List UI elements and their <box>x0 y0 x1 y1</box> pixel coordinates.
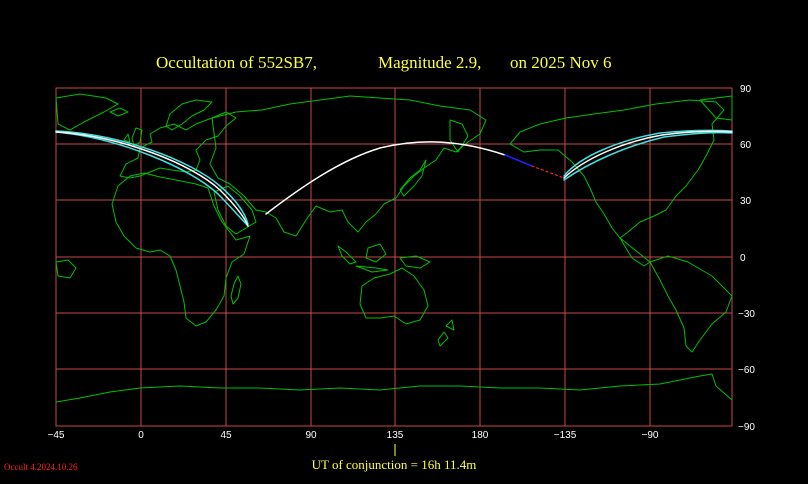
longitude-label: −45 <box>48 430 65 441</box>
latitude-label: −30 <box>738 309 755 320</box>
coastline-europe <box>119 111 237 179</box>
conjunction-time: UT of conjunction = 16h 11.4m <box>312 457 477 472</box>
coastline-sumatra <box>337 245 357 265</box>
latitude-label: 60 <box>740 140 752 151</box>
latitude-label: −90 <box>738 422 755 433</box>
coastline-borneo <box>365 243 387 263</box>
west-limit-line-south <box>55 131 249 227</box>
coastline-iceland <box>109 107 129 117</box>
coastline-new-guinea <box>399 255 431 269</box>
dotted-segment <box>531 165 565 179</box>
title-date: on 2025 Nov 6 <box>510 53 612 72</box>
graticule <box>55 87 733 427</box>
coastline-greenland <box>55 93 733 131</box>
west-central-line <box>55 131 249 227</box>
east-limit-line-north <box>563 129 733 177</box>
title-object: Occultation of 552SB7, <box>156 53 317 72</box>
coastline-antarctica <box>55 373 733 403</box>
longitude-label: −90 <box>642 430 659 441</box>
coastline-japan <box>399 159 427 197</box>
longitude-label: 45 <box>220 430 232 441</box>
coastline-west-africa-islands <box>55 259 77 279</box>
longitude-label: 180 <box>472 430 489 441</box>
central-line <box>265 141 506 215</box>
coastline-madagascar <box>230 275 242 305</box>
coastline-new-zealand <box>437 319 455 347</box>
coastline-africa <box>111 172 251 327</box>
longitude-label: 0 <box>138 430 144 441</box>
longitude-label: 135 <box>387 430 404 441</box>
coastline-asia <box>209 95 487 237</box>
longitude-label: −135 <box>554 430 577 441</box>
title-magnitude: Magnitude 2.9, <box>378 53 481 72</box>
coastline-java <box>355 265 389 273</box>
version-label: Occult 4.2024.10.26 <box>4 462 78 472</box>
longitude-labels: −45 0 45 90 135 180 −135 −90 <box>48 430 659 441</box>
latitude-label: 90 <box>740 84 752 95</box>
coastline-north-america <box>509 99 725 239</box>
east-central-line <box>563 130 733 179</box>
coastline-south-america <box>649 255 733 353</box>
coastline-australia <box>359 267 429 325</box>
latitude-labels: 90 60 30 0 −30 −60 −90 <box>738 84 755 433</box>
coastline-scandinavia <box>165 99 213 131</box>
latitude-label: 0 <box>740 253 746 264</box>
coastline-arabia <box>213 185 257 235</box>
daylight-segment <box>504 154 533 167</box>
west-limit-line-north <box>55 130 249 225</box>
latitude-label: −60 <box>738 365 755 376</box>
east-limit-line-south <box>563 131 733 181</box>
longitude-label: 90 <box>305 430 317 441</box>
occultation-path <box>55 129 733 227</box>
latitude-label: 30 <box>740 196 752 207</box>
